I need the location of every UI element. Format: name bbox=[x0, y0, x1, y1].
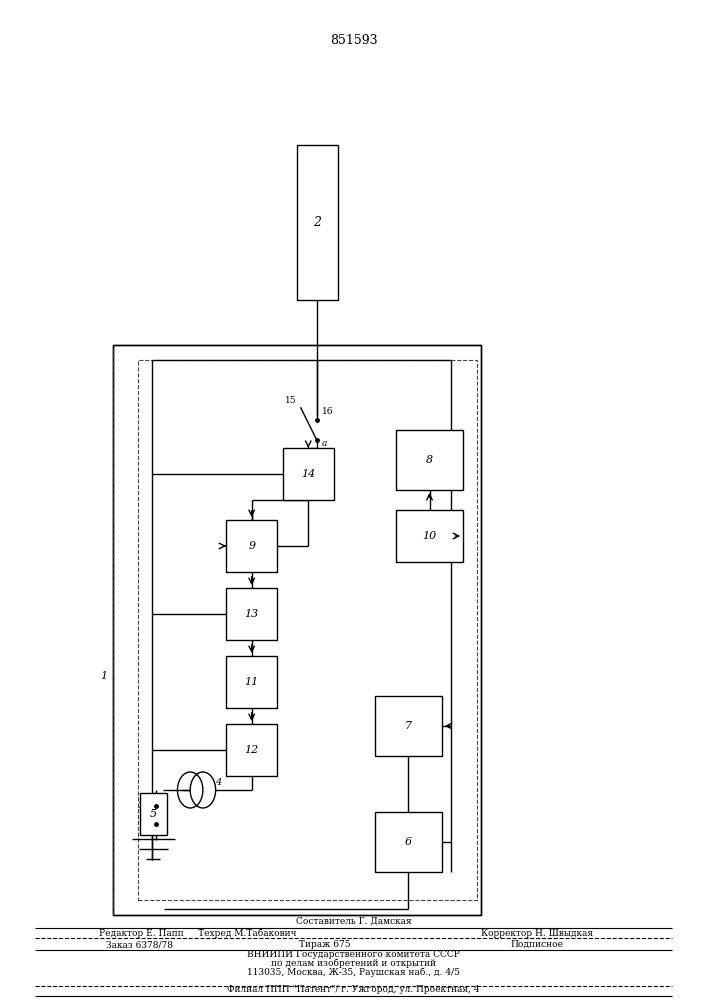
Bar bbox=[140, 793, 167, 835]
Circle shape bbox=[190, 772, 216, 808]
Text: 4: 4 bbox=[215, 778, 221, 787]
Bar bbox=[375, 812, 442, 872]
Bar bbox=[226, 656, 277, 708]
Text: Подписное: Подписное bbox=[511, 940, 563, 949]
Text: 15: 15 bbox=[285, 396, 296, 405]
Text: a: a bbox=[322, 439, 327, 448]
Text: 851593: 851593 bbox=[329, 33, 378, 46]
Text: 113035, Москва, Ж-35, Раушская наб., д. 4/5: 113035, Москва, Ж-35, Раушская наб., д. … bbox=[247, 968, 460, 977]
Bar bbox=[283, 448, 334, 500]
Bar bbox=[375, 696, 442, 756]
Text: 6: 6 bbox=[404, 837, 412, 847]
Text: Тираж 675: Тираж 675 bbox=[299, 940, 351, 949]
Text: Заказ 6378/78: Заказ 6378/78 bbox=[106, 940, 173, 949]
Text: 16: 16 bbox=[322, 407, 333, 416]
Bar bbox=[297, 145, 338, 300]
Text: 9: 9 bbox=[248, 541, 255, 551]
Text: Филиал ППП "Патент"/ г. Ужгород, ул. Проектная, 4: Филиал ППП "Патент"/ г. Ужгород, ул. Про… bbox=[227, 986, 480, 994]
Text: ВНИИПИ Государственного комитета СССР: ВНИИПИ Государственного комитета СССР bbox=[247, 950, 460, 959]
Text: Корректор Н. Швыдкая: Корректор Н. Швыдкая bbox=[481, 929, 593, 938]
Text: 5: 5 bbox=[150, 809, 157, 819]
Bar bbox=[226, 588, 277, 640]
Bar bbox=[138, 360, 477, 900]
Text: 12: 12 bbox=[245, 745, 259, 755]
Text: 14: 14 bbox=[301, 469, 315, 479]
Text: 1: 1 bbox=[100, 671, 107, 681]
Text: 10: 10 bbox=[422, 531, 437, 541]
Bar bbox=[396, 430, 463, 490]
Text: Составитель Г. Дамская: Составитель Г. Дамская bbox=[296, 917, 411, 926]
Bar bbox=[396, 510, 463, 562]
Text: 3: 3 bbox=[139, 801, 144, 810]
Text: 11: 11 bbox=[245, 677, 259, 687]
Text: 13: 13 bbox=[245, 609, 259, 619]
Text: Редактор Е. Папп     Техред М.Табакович: Редактор Е. Папп Техред М.Табакович bbox=[99, 929, 297, 938]
Text: 2: 2 bbox=[313, 216, 322, 229]
Text: по делам изобретений и открытий: по делам изобретений и открытий bbox=[271, 959, 436, 968]
Bar bbox=[226, 724, 277, 776]
Bar bbox=[226, 520, 277, 572]
Text: 7: 7 bbox=[404, 721, 412, 731]
Bar bbox=[113, 345, 481, 915]
Text: 8: 8 bbox=[426, 455, 433, 465]
Bar bbox=[113, 345, 481, 915]
